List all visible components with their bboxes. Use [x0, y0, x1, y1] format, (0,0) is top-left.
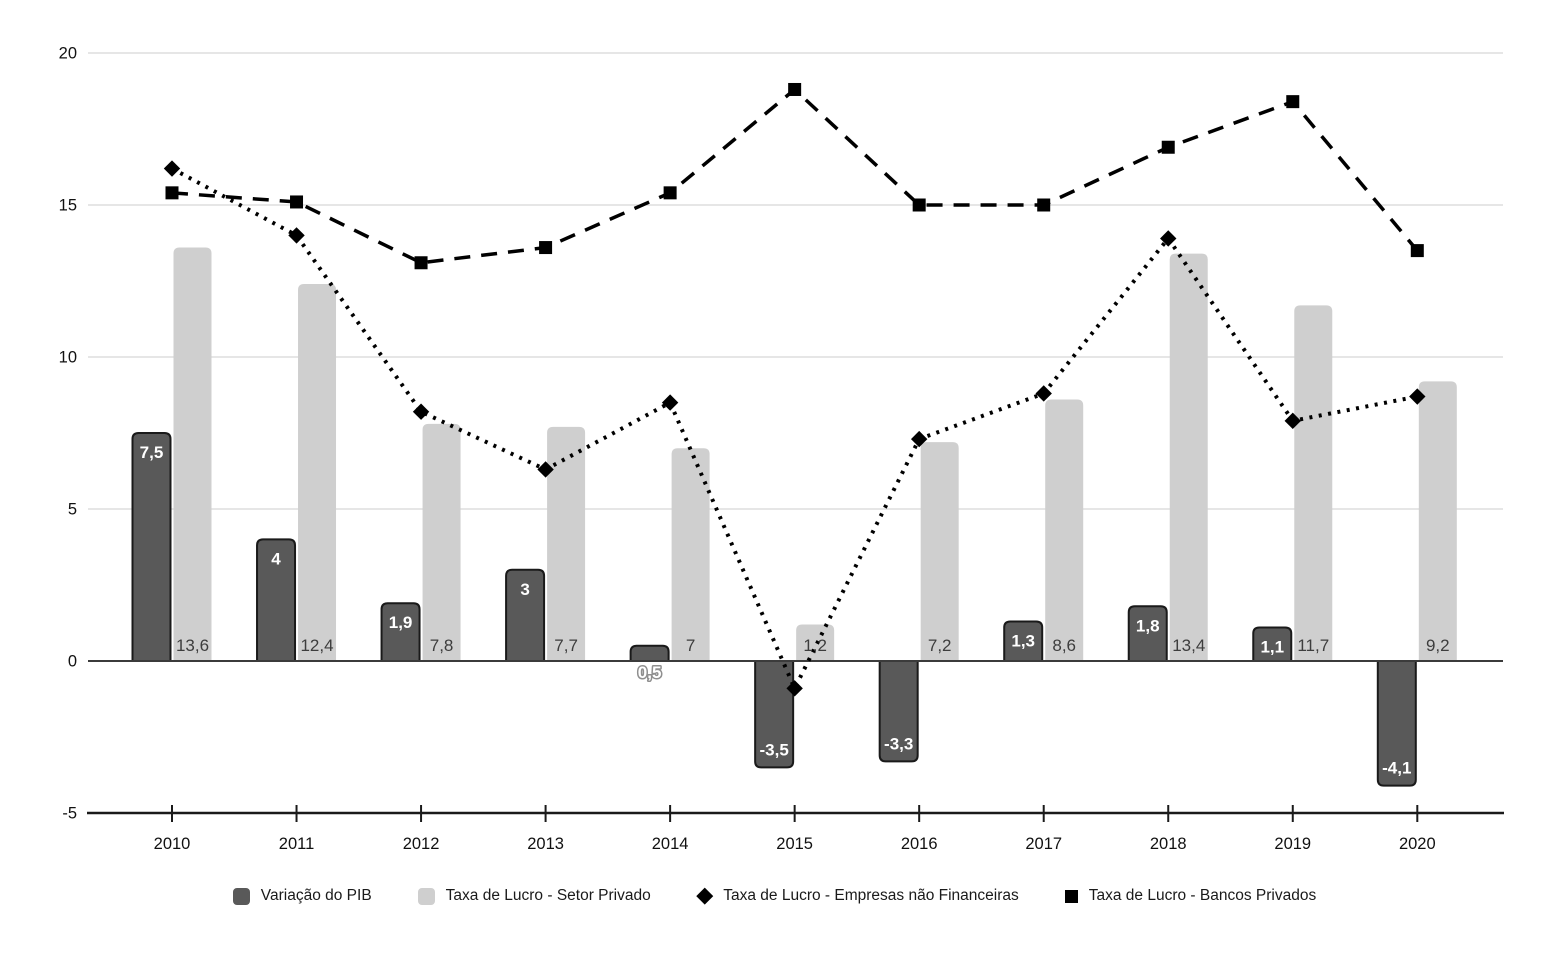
x-axis-label-2020: 2020	[1399, 835, 1436, 853]
bar-label-variacao-do-pib-2010: 7,5	[140, 443, 164, 462]
bar-taxa-de-lucro-setor-privado-2018	[1169, 253, 1208, 661]
marker-square-taxa-de-lucro-bancos-privados-2019	[1286, 95, 1300, 109]
bar-label-taxa-de-lucro-setor-privado-2015: 1,2	[803, 636, 827, 655]
marker-diamond-taxa-de-lucro-empresas-nao-financeiras-2016	[910, 430, 928, 448]
marker-square-taxa-de-lucro-bancos-privados-2018	[1161, 140, 1175, 154]
bar-taxa-de-lucro-setor-privado-2019	[1294, 305, 1333, 661]
bar-variacao-do-pib-2017	[1003, 620, 1044, 662]
marker-diamond-taxa-de-lucro-empresas-nao-financeiras-2014	[661, 394, 679, 411]
marker-square-taxa-de-lucro-bancos-privados-2020	[1410, 244, 1424, 258]
bar-taxa-de-lucro-setor-privado-2020	[1418, 381, 1457, 661]
bar-taxa-de-lucro-setor-privado-2017	[1045, 399, 1084, 661]
bar-label-taxa-de-lucro-setor-privado-2017: 8,6	[1052, 636, 1076, 655]
bar-label-variacao-do-pib-2015: -3,5	[760, 740, 789, 759]
bar-label-variacao-do-pib-2018: 1,8	[1136, 616, 1160, 635]
bar-label-variacao-do-pib-2012: 1,9	[389, 613, 413, 632]
x-axis-label-2014: 2014	[652, 835, 689, 853]
marker-square-taxa-de-lucro-bancos-privados-2016	[912, 198, 926, 212]
y-axis-label-20: 20	[59, 45, 77, 63]
legend-item-taxa-lucro-bancos-privados: Taxa de Lucro - Bancos Privados	[1064, 887, 1317, 905]
bar-variacao-do-pib-2015	[754, 660, 795, 769]
legend-item-taxa-lucro-setor-privado: Taxa de Lucro - Setor Privado	[417, 887, 651, 905]
bar-label-taxa-de-lucro-setor-privado-2018: 13,4	[1172, 636, 1205, 655]
legend-item-variacao-do-pib: Variação do PIB	[232, 887, 372, 905]
marker-diamond-taxa-de-lucro-empresas-nao-financeiras-2017	[1035, 385, 1052, 402]
marker-diamond-taxa-de-lucro-empresas-nao-financeiras-2010	[163, 160, 181, 177]
bar-taxa-de-lucro-setor-privado-2015	[796, 624, 835, 661]
marker-square-taxa-de-lucro-bancos-privados-2013	[539, 241, 553, 255]
bar-label-taxa-de-lucro-setor-privado-2012: 7,8	[430, 636, 454, 655]
x-axis-label-2015: 2015	[776, 835, 813, 853]
bar-variacao-do-pib-2013	[505, 568, 546, 662]
y-axis-label--5: -5	[62, 805, 77, 823]
bar-label-taxa-de-lucro-setor-privado-2019: 11,7	[1297, 636, 1329, 655]
legend-label-taxa-lucro-setor-privado: Taxa de Lucro - Setor Privado	[445, 887, 651, 904]
legend-label-taxa-lucro-bancos-privados: Taxa de Lucro - Bancos Privados	[1088, 887, 1317, 904]
bar-taxa-de-lucro-setor-privado-2014	[671, 448, 710, 661]
y-axis-label-10: 10	[59, 349, 77, 367]
bar-variacao-do-pib-2012	[380, 602, 421, 662]
bar-label-variacao-do-pib-2020: -4,1	[1382, 759, 1411, 778]
marker-square-taxa-de-lucro-bancos-privados-2017	[1037, 198, 1051, 212]
marker-diamond-taxa-de-lucro-empresas-nao-financeiras-2013	[537, 461, 554, 478]
legend-marker-light-bar-icon	[417, 887, 435, 905]
bar-taxa-de-lucro-setor-privado-2011	[298, 284, 337, 661]
bar-taxa-de-lucro-setor-privado-2013	[547, 426, 586, 661]
legend-label-taxa-lucro-empresas-nao-financeiras: Taxa de Lucro - Empresas não Financeiras	[723, 887, 1019, 904]
x-axis-label-2012: 2012	[403, 835, 440, 853]
chart-legend: Variação do PIB Taxa de Lucro - Setor Pr…	[0, 878, 1549, 914]
bar-variacao-do-pib-2010	[131, 432, 172, 662]
bar-variacao-do-pib-2018	[1127, 605, 1168, 662]
bar-label-variacao-do-pib-2016: -3,3	[884, 734, 913, 753]
marker-square-taxa-de-lucro-bancos-privados-2012	[414, 256, 428, 270]
legend-marker-dark-bar-icon	[232, 887, 250, 905]
marker-diamond-taxa-de-lucro-empresas-nao-financeiras-2012	[412, 403, 430, 420]
x-axis-label-2018: 2018	[1150, 835, 1187, 853]
bar-label-variacao-do-pib-2019: 1,1	[1260, 638, 1284, 657]
x-axis-label-2017: 2017	[1025, 835, 1062, 853]
x-axis-label-2016: 2016	[901, 835, 938, 853]
bar-label-variacao-do-pib-2013: 3	[520, 580, 529, 599]
marker-diamond-taxa-de-lucro-empresas-nao-financeiras-2018	[1160, 230, 1177, 247]
bar-variacao-do-pib-2020	[1376, 660, 1417, 787]
bar-taxa-de-lucro-setor-privado-2016	[920, 442, 959, 661]
y-axis-label-0: 0	[68, 653, 77, 671]
bar-variacao-do-pib-2014	[629, 644, 670, 662]
marker-diamond-taxa-de-lucro-empresas-nao-financeiras-2011	[288, 227, 305, 244]
bar-label-variacao-do-pib-2011: 4	[271, 549, 281, 568]
bar-label-taxa-de-lucro-setor-privado-2013: 7,7	[554, 636, 578, 655]
bar-label-taxa-de-lucro-setor-privado-2020: 9,2	[1426, 636, 1450, 655]
marker-square-taxa-de-lucro-bancos-privados-2011	[290, 195, 304, 209]
x-axis-label-2011: 2011	[279, 835, 314, 853]
bar-variacao-do-pib-2011	[256, 538, 297, 662]
marker-square-taxa-de-lucro-bancos-privados-2015	[788, 82, 802, 96]
bar-variacao-do-pib-2019	[1252, 626, 1293, 662]
legend-label-variacao-do-pib: Variação do PIB	[260, 887, 372, 904]
legend-marker-square-icon	[1064, 889, 1078, 903]
bar-label-taxa-de-lucro-setor-privado-2010: 13,6	[176, 636, 209, 655]
line-taxa-de-lucro-bancos-privados	[171, 87, 1419, 265]
bar-taxa-de-lucro-setor-privado-2012	[422, 423, 461, 661]
x-axis-label-2010: 2010	[154, 835, 191, 853]
y-axis-label-5: 5	[68, 501, 77, 519]
y-axis-label-15: 15	[59, 197, 77, 215]
bar-variacao-do-pib-2016	[878, 660, 919, 763]
bar-label-taxa-de-lucro-setor-privado-2016: 7,2	[928, 636, 952, 655]
x-axis-label-2013: 2013	[527, 835, 564, 853]
x-axis-label-2019: 2019	[1274, 835, 1311, 853]
bar-taxa-de-lucro-setor-privado-2010	[173, 247, 212, 661]
bar-label-variacao-do-pib-2014: 0,5	[638, 663, 662, 682]
marker-square-taxa-de-lucro-bancos-privados-2010	[165, 186, 179, 200]
bar-label-taxa-de-lucro-setor-privado-2014: 7	[686, 636, 695, 655]
legend-marker-diamond-icon	[696, 887, 713, 905]
marker-square-taxa-de-lucro-bancos-privados-2014	[663, 186, 677, 200]
line-taxa-de-lucro-empresas-nao-financeiras	[171, 166, 1418, 694]
legend-item-taxa-lucro-empresas-nao-financeiras: Taxa de Lucro - Empresas não Financeiras	[696, 887, 1019, 905]
bar-label-variacao-do-pib-2017: 1,3	[1011, 631, 1035, 650]
bar-label-taxa-de-lucro-setor-privado-2011: 12,4	[300, 636, 333, 655]
